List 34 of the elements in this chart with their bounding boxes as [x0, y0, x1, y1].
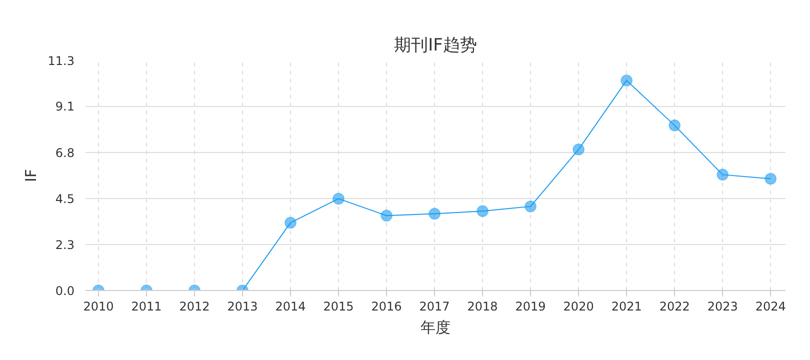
point: [524, 200, 537, 212]
chart-title: 期刊IF趋势: [394, 36, 477, 56]
x-tick-label: 2023: [707, 300, 738, 314]
y-tick-label: 6.8: [55, 146, 75, 160]
y-axis-title: IF: [22, 168, 40, 182]
y-tick-label: 2.3: [55, 238, 75, 252]
point: [668, 119, 681, 132]
x-tick-label: 2021: [611, 300, 642, 314]
point: [332, 192, 345, 205]
point: [284, 216, 297, 229]
y-tick-label: 0.0: [55, 284, 75, 298]
x-tick-label: 2015: [323, 300, 354, 314]
x-tick-label: 2024: [755, 300, 786, 314]
y-tick-label: 4.5: [55, 192, 75, 206]
point: [380, 210, 393, 222]
x-tick-label: 2011: [131, 300, 162, 314]
x-tick-label: 2014: [275, 300, 306, 314]
x-tick-label: 2013: [227, 300, 258, 314]
point: [428, 208, 441, 220]
x-tick-label: 2017: [419, 300, 450, 314]
point: [476, 205, 489, 218]
point: [764, 172, 777, 185]
x-tick-label: 2019: [515, 300, 546, 314]
x-tick-label: 2010: [83, 300, 114, 314]
y-tick-label: 9.1: [55, 100, 75, 114]
point: [572, 143, 585, 156]
x-tick-label: 2018: [467, 300, 498, 314]
x-tick-label: 2012: [179, 300, 210, 314]
x-tick-label: 2020: [563, 300, 594, 314]
x-tick-label: 2022: [659, 300, 690, 314]
y-tick-label: 11.3: [48, 54, 74, 68]
x-axis-title: 年度: [420, 318, 450, 336]
x-tick-label: 2016: [371, 300, 402, 314]
point: [716, 168, 729, 181]
